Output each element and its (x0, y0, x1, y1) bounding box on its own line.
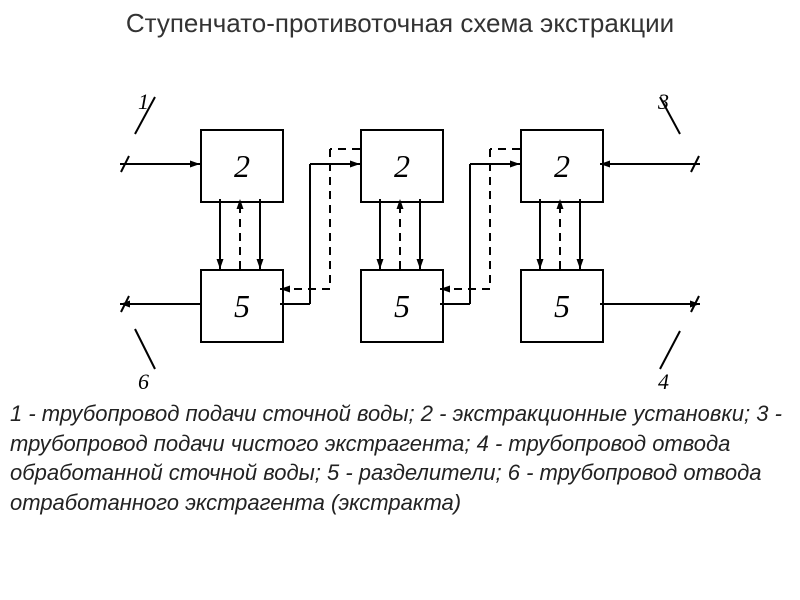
extraction-flowchart: 2225551364 (0, 39, 800, 399)
page-title: Ступенчато-противоточная схема экстракци… (0, 0, 800, 39)
legend-text: 1 - трубопровод подачи сточной воды; 2 -… (0, 399, 800, 518)
diagram-arrows (0, 39, 800, 399)
